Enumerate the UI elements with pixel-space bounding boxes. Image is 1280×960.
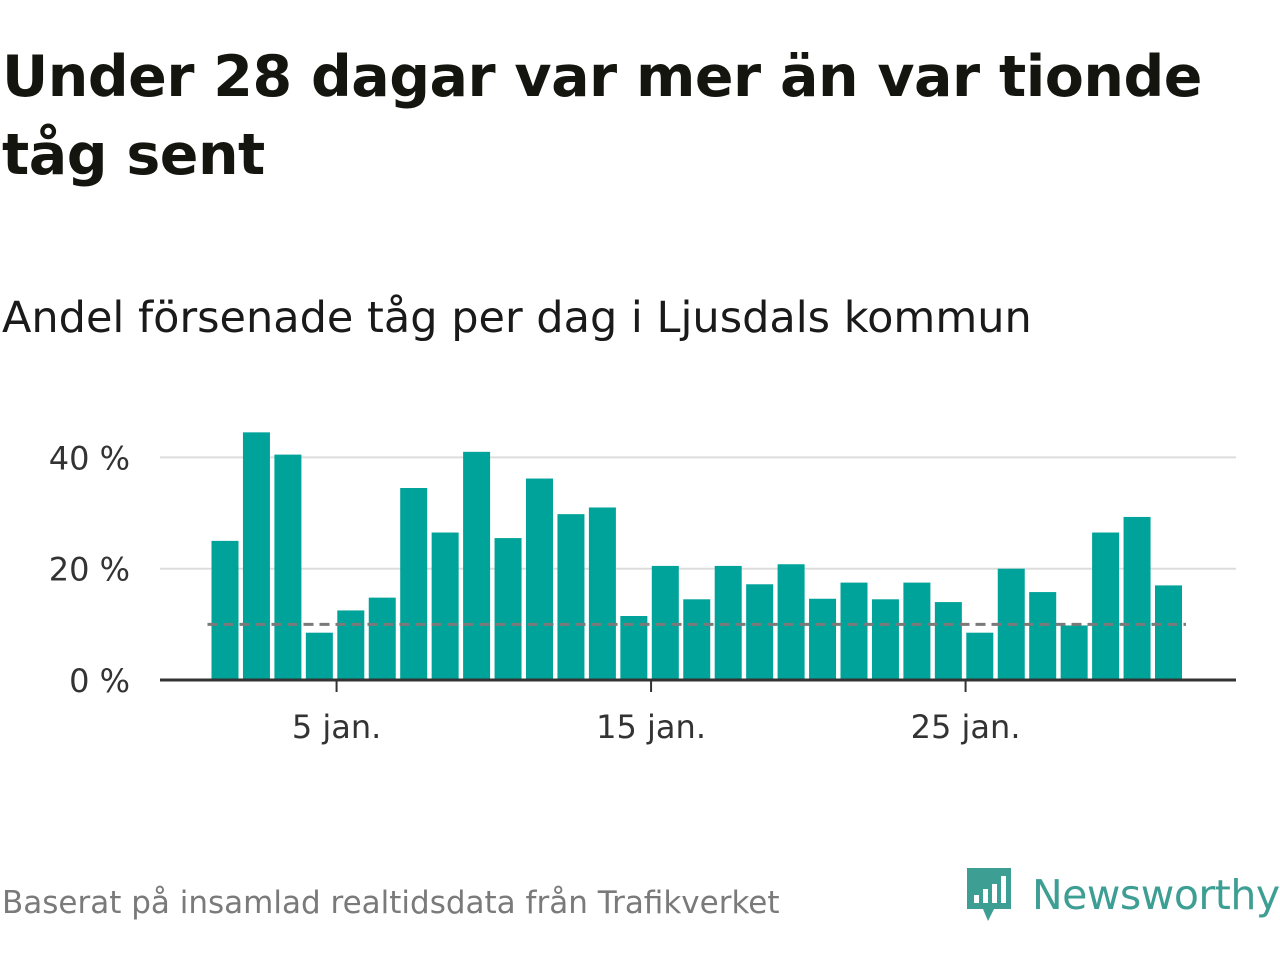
bar <box>337 610 365 680</box>
bar-chart: 0 % 20 % 40 % 5 jan. 15 jan. 25 jan. <box>49 432 1236 746</box>
bar <box>1029 592 1057 680</box>
bar <box>1123 516 1151 680</box>
bar <box>463 451 491 680</box>
x-tick-label: 15 jan. <box>596 708 706 746</box>
newsworthy-chart-bubble-icon <box>967 868 1011 921</box>
bar <box>305 632 333 680</box>
y-tick-label: 0 % <box>69 662 130 700</box>
bar <box>871 599 899 680</box>
bar <box>588 507 616 680</box>
bar <box>557 514 585 680</box>
y-tick-label: 20 % <box>49 551 130 589</box>
bar <box>840 582 868 680</box>
x-tick-label: 25 jan. <box>911 708 1021 746</box>
bar <box>526 478 553 680</box>
bar <box>368 597 396 680</box>
bar <box>431 532 459 680</box>
bar <box>274 454 302 680</box>
bar <box>934 602 962 680</box>
source-footer: Baserat på insamlad realtidsdata från Tr… <box>2 885 780 921</box>
bar <box>242 432 270 680</box>
bar <box>683 599 711 680</box>
bar <box>494 538 522 680</box>
bar <box>1155 585 1182 680</box>
bar <box>777 564 805 680</box>
bar <box>400 488 428 680</box>
x-tick-label: 5 jan. <box>292 708 381 746</box>
y-tick-label: 40 % <box>49 439 130 477</box>
bar <box>211 540 239 680</box>
bar <box>903 582 931 680</box>
bar <box>809 598 837 680</box>
bar <box>966 632 994 680</box>
chart-title: Under 28 dagar var mer än var tionde tåg… <box>2 44 1202 188</box>
bar <box>1060 625 1088 680</box>
logo-text: Newsworthy <box>1032 871 1280 919</box>
bar <box>1092 532 1120 680</box>
bar <box>620 616 648 680</box>
bar <box>746 584 774 680</box>
chart-subtitle: Andel försenade tåg per dag i Ljusdals k… <box>2 293 1032 343</box>
newsworthy-logo: Newsworthy <box>964 865 1280 925</box>
